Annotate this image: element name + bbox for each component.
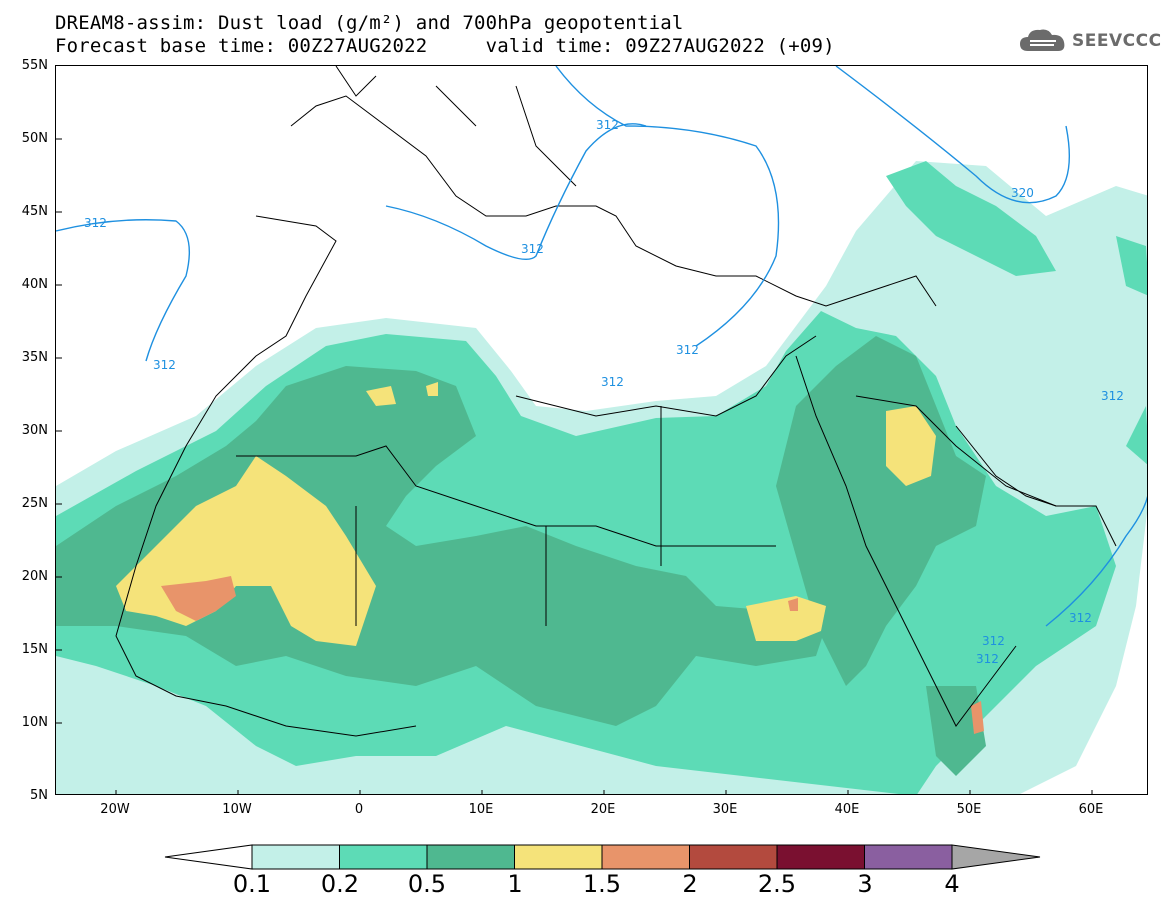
lat-label: 40N [21,277,48,292]
lat-label: 5N [30,788,48,803]
legend-swatch [339,844,428,870]
contour-label: 312 [676,343,699,357]
lon-label: 60E [1078,802,1104,817]
lat-label: 20N [21,569,48,584]
lon-label: 20E [590,802,616,817]
legend-arrow-right [951,844,1041,870]
lat-label: 30N [21,423,48,438]
contour-label: 320 [1011,186,1034,200]
lat-label: 45N [21,204,48,219]
legend-swatch [426,844,515,870]
contour-label: 312 [1101,389,1124,403]
map-area: 312 312 312 312 312 312 320 312 312 312 … [55,65,1148,795]
lon-label: 10W [222,802,252,817]
seevccc-logo: SEEVCCC [1018,26,1162,56]
lon-label: 20W [100,802,130,817]
geopotential-contours [56,66,1147,627]
legend-label: 2.5 [757,870,797,898]
contour-label: 312 [982,634,1005,648]
legend-label: 0.1 [232,870,272,898]
coastlines [115,66,1117,737]
cloud-icon [1020,29,1065,51]
legend-label: 4 [944,870,960,898]
contour-label: 312 [596,118,619,132]
lat-label: 35N [21,350,48,365]
legend-label: 2 [682,870,698,898]
legend-label: 1.5 [582,870,622,898]
lon-label: 40E [834,802,860,817]
contour-label: 312 [976,652,999,666]
lon-label: 50E [956,802,982,817]
grid-ticks [56,138,1093,794]
lat-label: 25N [21,496,48,511]
legend-label: 0.5 [407,870,447,898]
legend-swatch [776,844,865,870]
dust-level-1.5 [161,576,984,734]
map-title: DREAM8-assim: Dust load (g/m²) and 700hP… [55,12,684,34]
legend-swatch [251,844,340,870]
contour-label: 312 [601,375,624,389]
legend-label: 0.2 [320,870,360,898]
legend-swatch [514,844,603,870]
lat-label: 15N [21,642,48,657]
contour-label: 312 [84,216,107,230]
legend-swatch [601,844,690,870]
logo-text: SEEVCCC [1072,31,1162,51]
lat-label: 50N [21,131,48,146]
legend-arrow-left [164,844,253,870]
contour-label: 312 [521,242,544,256]
legend-label: 1 [507,870,523,898]
legend-swatch [864,844,953,870]
dust-map: 312 312 312 312 312 312 320 312 312 312 … [56,66,1147,794]
lon-label: 10E [468,802,494,817]
legend-swatches [251,844,953,870]
legend-label: 3 [857,870,873,898]
lon-label: 0 [354,802,364,817]
contour-label: 312 [153,358,176,372]
contour-labels: 312 312 312 312 312 312 320 312 312 312 … [84,118,1124,666]
lon-label: 30E [712,802,738,817]
lat-label: 10N [21,715,48,730]
legend-swatch [689,844,778,870]
forecast-time-subtitle: Forecast base time: 00Z27AUG2022 valid t… [55,35,835,57]
contour-label: 312 [1069,611,1092,625]
lat-label: 55N [21,58,48,73]
